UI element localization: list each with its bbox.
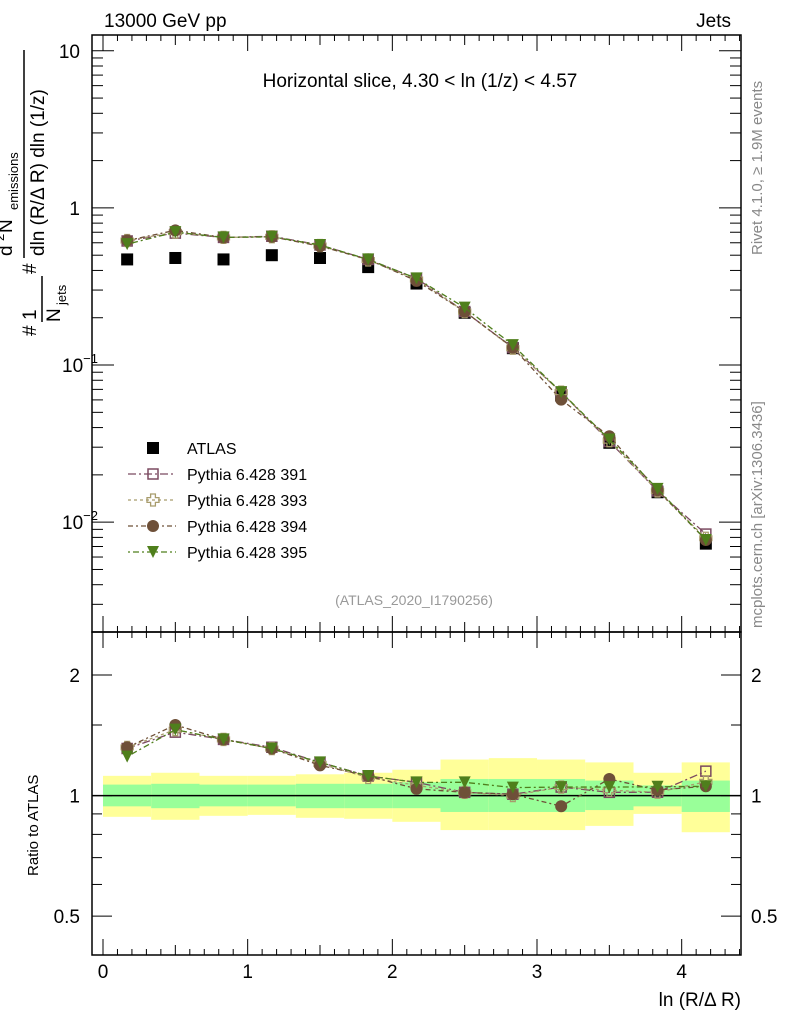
data-point <box>121 253 134 266</box>
y-label-n-em: N <box>0 219 17 233</box>
ratio-series-pythia-6-428-395 <box>121 723 712 794</box>
data-point <box>603 433 616 446</box>
data-point <box>458 776 471 789</box>
data-point <box>147 468 159 480</box>
data-point <box>410 782 423 795</box>
data-point <box>169 723 182 736</box>
data-point <box>217 231 230 244</box>
chart-title: Horizontal slice, 4.30 < ln (1/z) < 4.57 <box>263 71 578 92</box>
data-point <box>651 780 664 793</box>
y-label-jets: jets <box>54 284 69 306</box>
y-label-d: d <box>0 245 17 256</box>
data-point <box>699 534 712 547</box>
y-tick-label: 1 <box>69 199 80 220</box>
x-axis-label: ln (R/Δ R) <box>659 990 741 1011</box>
legend-label: Pythia 6.428 394 <box>187 519 307 536</box>
ratio-y-tick-label: 1 <box>69 787 80 808</box>
y-label-emissions: emissions <box>6 152 21 210</box>
data-point <box>265 249 278 262</box>
y-label-n: N <box>44 308 65 322</box>
data-point <box>651 482 664 495</box>
x-tick-label: 4 <box>676 962 687 983</box>
data-point <box>217 733 230 746</box>
ratio-y-label: Ratio to ATLAS <box>25 775 42 876</box>
data-point <box>506 788 519 801</box>
data-point <box>410 776 423 789</box>
ratio-frame <box>91 631 742 956</box>
legend-label: Pythia 6.428 391 <box>187 467 307 484</box>
data-point <box>169 251 182 264</box>
main-frame <box>91 34 742 633</box>
data-point <box>555 800 568 813</box>
data-point <box>555 386 568 399</box>
y-label-one: 1 <box>20 309 41 320</box>
header-right: Jets <box>696 11 731 32</box>
data-point <box>603 781 616 794</box>
header-left: 13000 GeV pp <box>104 11 227 32</box>
ratio-y-tick-label-right: 1 <box>751 787 762 808</box>
rivet-version: Rivet 4.1.0, ≥ 1.9M events <box>749 81 766 255</box>
data-point <box>147 442 159 454</box>
x-tick-label: 1 <box>242 962 253 983</box>
data-point <box>506 781 519 794</box>
y-tick-label: 10 <box>59 42 80 63</box>
ratio-y-tick-label-right: 0.5 <box>751 907 777 928</box>
legend-label: Pythia 6.428 395 <box>187 545 307 562</box>
y-tick-exponent: −1 <box>83 351 98 366</box>
data-point <box>458 301 471 314</box>
data-point <box>265 230 278 243</box>
data-point <box>121 238 134 251</box>
data-point <box>506 339 519 352</box>
data-point <box>362 253 375 266</box>
data-point <box>314 756 327 769</box>
y-label-hash2: # <box>20 263 41 274</box>
ratio-y-tick-label-right: 2 <box>751 666 762 687</box>
data-point <box>169 226 182 239</box>
data-point <box>362 769 375 782</box>
analysis-id: (ATLAS_2020_I1790256) <box>335 592 493 608</box>
y-label-hash: # <box>20 325 41 336</box>
data-point <box>699 780 712 793</box>
x-tick-label: 0 <box>98 962 109 983</box>
y-label-d-sup: 2 <box>0 234 7 241</box>
data-point <box>121 750 134 763</box>
legend-label: ATLAS <box>187 441 237 458</box>
y-label-denominator: dln (R/Δ R) dln (1/z) <box>28 89 49 256</box>
data-point <box>121 741 134 754</box>
x-tick-label: 2 <box>387 962 398 983</box>
data-point <box>147 520 159 532</box>
series-pythia-6-428-395 <box>121 226 712 547</box>
data-point <box>314 238 327 251</box>
data-point <box>410 272 423 285</box>
data-point <box>555 393 568 406</box>
ratio-y-tick-label: 2 <box>69 666 80 687</box>
legend-label: Pythia 6.428 393 <box>187 493 307 510</box>
data-point <box>217 253 230 266</box>
ratio-y-tick-label: 0.5 <box>54 907 80 928</box>
x-tick-label: 3 <box>532 962 543 983</box>
data-point <box>314 251 327 264</box>
data-point <box>458 786 471 799</box>
y-tick-exponent: −2 <box>83 508 98 523</box>
data-point <box>555 781 568 794</box>
data-point <box>147 546 159 558</box>
mcplots-ref: mcplots.cern.ch [arXiv:1306.3436] <box>749 401 766 628</box>
y-axis-label: # 1 N jets # d 2 N emissions dln (R/Δ R)… <box>0 50 69 336</box>
data-point <box>146 493 160 507</box>
data-point <box>265 742 278 755</box>
